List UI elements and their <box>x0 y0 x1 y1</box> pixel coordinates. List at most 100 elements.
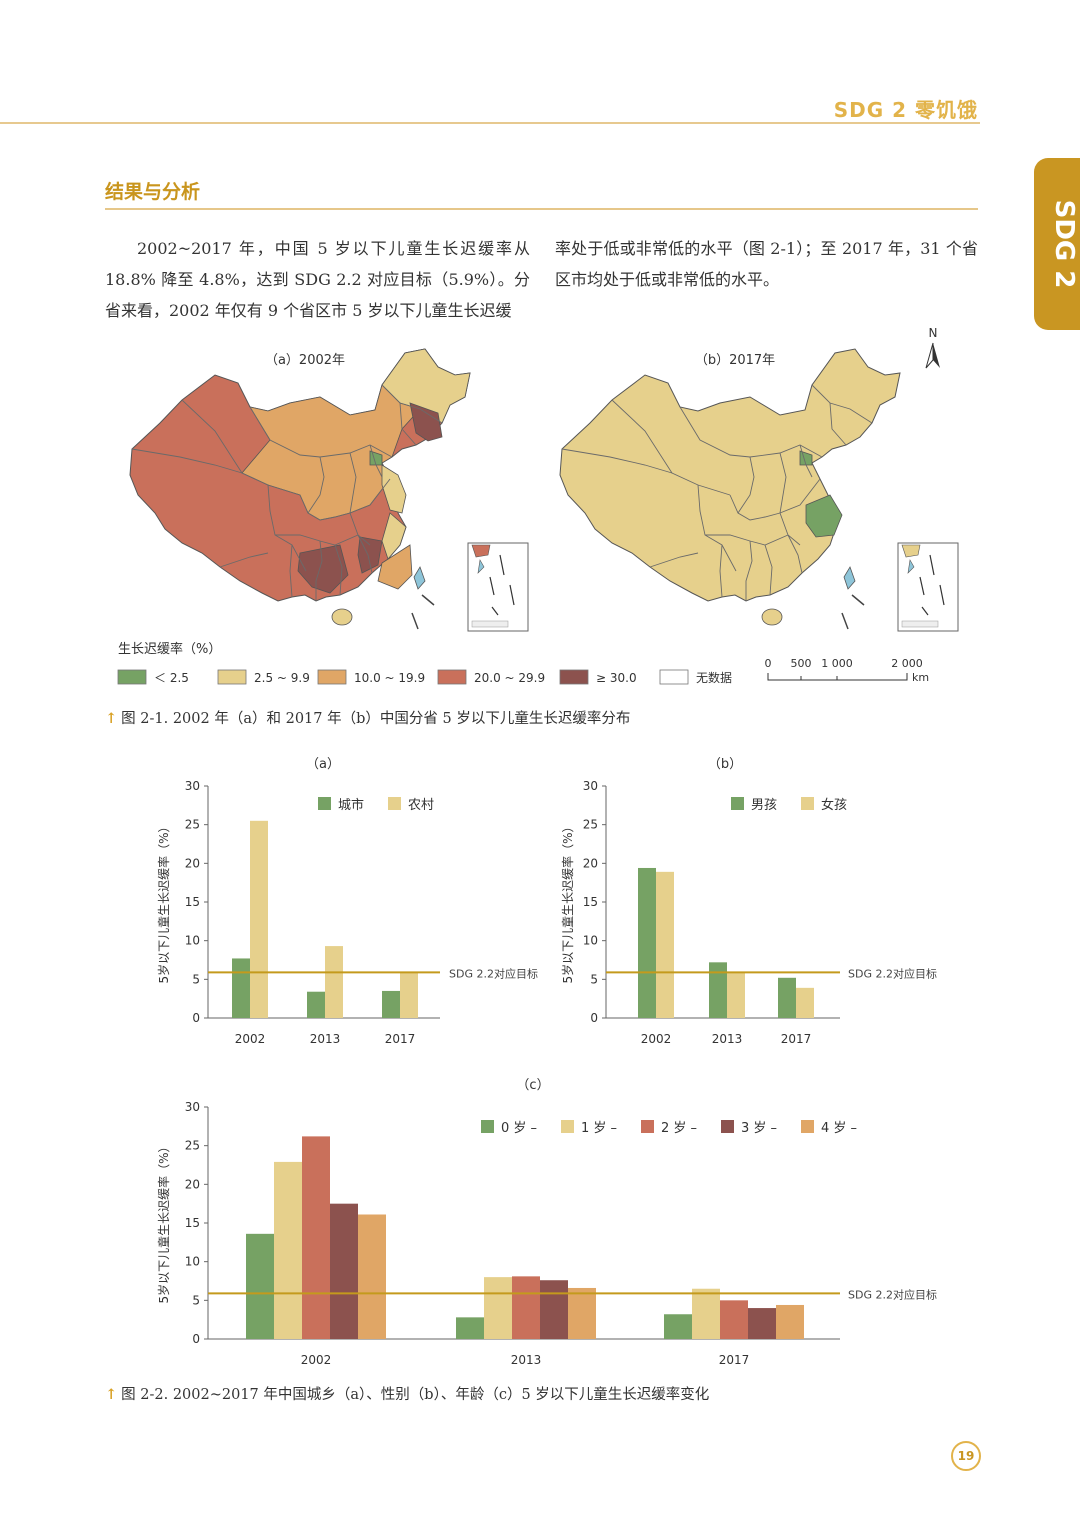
bar-2017-2 <box>796 987 814 1018</box>
bar-2017-2 <box>692 1288 720 1339</box>
bar-2013-1 <box>456 1317 484 1339</box>
chart-title: （b） <box>708 757 742 772</box>
bar-2013-3 <box>512 1276 540 1339</box>
scale-tick-0: 0 <box>765 657 772 670</box>
x-tick-label: 2017 <box>781 1032 812 1046</box>
caption-arrow-icon: ↑ <box>105 710 118 727</box>
bar-2002-2 <box>656 871 674 1018</box>
scale-tick-1000: 1 000 <box>821 657 853 670</box>
y-tick-label: 20 <box>583 856 598 870</box>
figure-2-caption-text: 图 2-2. 2002~2017 年中国城乡（a）、性别（b）、年龄（c）5 岁… <box>121 1387 710 1403</box>
bar-2017-1 <box>382 990 400 1018</box>
y-tick-label: 5 <box>590 972 598 986</box>
x-tick-label: 2002 <box>301 1353 332 1367</box>
bar-2002-4 <box>330 1203 358 1339</box>
x-tick-label: 2013 <box>712 1032 743 1046</box>
map-2002 <box>129 348 529 632</box>
bar-2002-5 <box>358 1214 386 1339</box>
x-tick-label: 2013 <box>511 1353 542 1367</box>
legend-swatch <box>318 797 331 810</box>
legend-label: 2 岁 – <box>661 1121 697 1136</box>
paragraph-left: 2002~2017 年，中国 5 岁以下儿童生长迟缓率从 18.8% 降至 4.… <box>105 239 530 320</box>
figure-2-caption: ↑ 图 2-2. 2002~2017 年中国城乡（a）、性别（b）、年龄（c）5 … <box>105 1383 709 1404</box>
y-tick-label: 25 <box>185 1139 200 1153</box>
header-title: SDG 2 零饥饿 <box>833 98 978 122</box>
legend-swatch <box>217 669 247 685</box>
chart-title: （c） <box>516 1078 549 1093</box>
map-b-label: （b）2017年 <box>695 353 775 368</box>
y-tick-label: 0 <box>192 1332 200 1346</box>
y-tick-label: 25 <box>185 818 200 832</box>
y-tick-label: 30 <box>185 779 200 793</box>
bar-2013-2 <box>325 946 343 1018</box>
side-tab: SDG 2 <box>1034 158 1080 330</box>
legend-swatch <box>317 669 347 685</box>
legend-swatch <box>731 797 744 810</box>
bar-2002-2 <box>250 820 268 1018</box>
bar-2017-4 <box>748 1308 776 1339</box>
x-tick-label: 2002 <box>641 1032 672 1046</box>
figure-1-caption-text: 图 2-1. 2002 年（a）和 2017 年（b）中国分省 5 岁以下儿童生… <box>121 711 631 727</box>
y-tick-label: 30 <box>185 1100 200 1114</box>
legend-label: 1 岁 – <box>581 1121 617 1136</box>
caption-arrow-icon: ↑ <box>105 1386 118 1403</box>
bar-2017-1 <box>778 977 796 1018</box>
map-a-label: （a）2002年 <box>265 353 345 368</box>
map-legend: ＜ 2.5 2.5 ~ 9.9 10.0 ~ 19.9 20.0 ~ 29.9 ≥ 30… <box>117 669 732 685</box>
legend-title: 生长迟缓率（%） <box>118 641 221 657</box>
legend-swatch <box>659 669 689 685</box>
section-title: 结果与分析 <box>105 181 201 203</box>
bar-2002-1 <box>232 958 250 1018</box>
legend-swatch <box>641 1120 654 1133</box>
bar-2013-4 <box>540 1280 568 1339</box>
legend-label: 4 岁 – <box>821 1121 857 1136</box>
y-tick-label: 5 <box>192 1293 200 1307</box>
y-tick-label: 10 <box>185 934 200 948</box>
bar-2017-1 <box>664 1314 692 1339</box>
legend-label: 3 岁 – <box>741 1121 777 1136</box>
legend-label: 城市 <box>338 797 364 813</box>
figure-1-caption: ↑ 图 2-1. 2002 年（a）和 2017 年（b）中国分省 5 岁以下儿童… <box>105 707 630 728</box>
bar-2013-1 <box>709 962 727 1018</box>
legend-label: ≥ 30.0 <box>596 671 637 685</box>
header-divider <box>0 122 980 124</box>
y-tick-label: 5 <box>192 972 200 986</box>
chart-title: （a） <box>306 757 340 772</box>
bar-2017-2 <box>400 971 418 1018</box>
scale-bar: 0 500 1 000 2 000 km <box>765 657 930 684</box>
legend-swatch <box>559 669 589 685</box>
chart-a: （a） 0 5 10 15 20 25 30 5岁以下儿童生长迟缓率（%） 2002 2013 201… <box>156 757 538 1046</box>
y-tick-label: 10 <box>185 1255 200 1269</box>
scale-tick-500: 500 <box>791 657 812 670</box>
bar-2013-1 <box>307 991 325 1018</box>
legend-swatch <box>117 669 147 685</box>
legend-swatch <box>388 797 401 810</box>
y-tick-label: 10 <box>583 934 598 948</box>
bar-2002-1 <box>638 867 656 1018</box>
x-tick-label: 2017 <box>385 1032 416 1046</box>
bar-2017-5 <box>776 1304 804 1339</box>
x-tick-label: 2017 <box>719 1353 750 1367</box>
y-tick-label: 15 <box>185 1216 200 1230</box>
y-axis-label: 5岁以下儿童生长迟缓率（%） <box>156 1140 171 1303</box>
legend-swatch <box>481 1120 494 1133</box>
legend-label: 女孩 <box>821 797 847 813</box>
sdg-target-label: SDG 2.2对应目标 <box>449 966 538 980</box>
legend-swatch <box>721 1120 734 1133</box>
scale-unit: km <box>912 671 929 684</box>
sdg-target-label: SDG 2.2对应目标 <box>848 1287 937 1301</box>
legend-label: 10.0 ~ 19.9 <box>354 671 425 685</box>
legend-swatch <box>801 1120 814 1133</box>
legend-swatch <box>801 797 814 810</box>
y-tick-label: 0 <box>192 1011 200 1025</box>
bar-2002-1 <box>246 1233 274 1339</box>
y-tick-label: 0 <box>590 1011 598 1025</box>
legend-swatch <box>437 669 467 685</box>
y-tick-label: 30 <box>583 779 598 793</box>
y-axis-label: 5岁以下儿童生长迟缓率（%） <box>560 820 575 983</box>
y-tick-label: 15 <box>583 895 598 909</box>
y-tick-label: 15 <box>185 895 200 909</box>
y-tick-label: 25 <box>583 818 598 832</box>
chart-c: （c） 0 5 10 15 20 25 30 5岁以下儿童生长迟缓率（%） 2002 2013 201… <box>156 1078 937 1367</box>
legend-label: 农村 <box>408 798 434 813</box>
